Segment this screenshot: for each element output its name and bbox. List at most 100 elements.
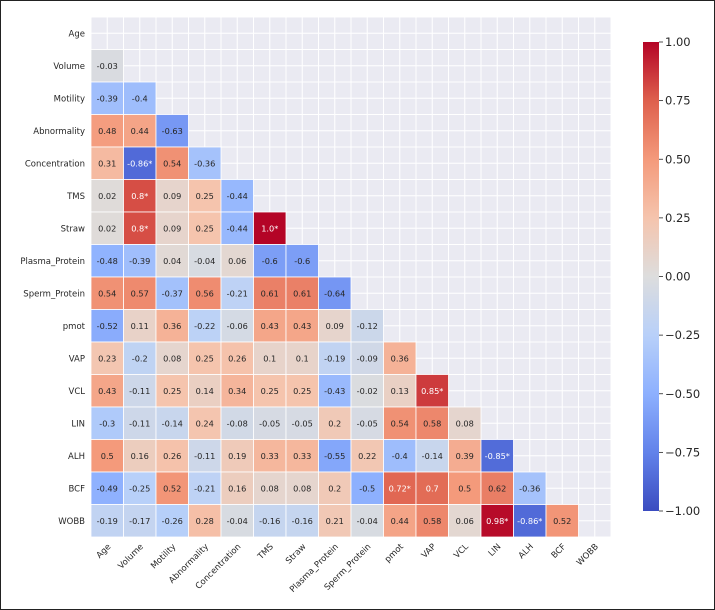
cell-WOBB-VCL — [448, 504, 482, 538]
cell-value-label: 0.54 — [163, 158, 181, 168]
cell-ALH-Age — [90, 439, 124, 473]
heatmap-cell: 0.2 — [318, 471, 352, 505]
cell-BCF-Abnormality — [188, 471, 222, 505]
heatmap-cell: 0.52 — [155, 471, 189, 505]
cell-value-label: 0.8* — [131, 191, 148, 201]
heatmap-cell: -0.21 — [220, 276, 254, 310]
cell-LIN-Straw — [285, 406, 319, 440]
cell-value-label: -0.21 — [194, 483, 215, 493]
cell-WOBB-Abnormality — [188, 504, 222, 538]
cell-value-label: 0.52 — [163, 483, 181, 493]
cell-value-label: 0.54 — [391, 418, 409, 428]
cell-VAP-Volume — [123, 341, 157, 375]
cell-Sperm_Protein-Concentration — [220, 276, 254, 310]
colorbar-tick-label: 0.75 — [665, 94, 691, 108]
cell-Straw-Volume — [123, 211, 157, 245]
heatmap-cell: 0.56 — [188, 276, 222, 310]
heatmap-cell: 0.09 — [155, 211, 189, 245]
heatmap-cell: -0.55 — [318, 439, 352, 473]
heatmap-cell: 0.36 — [155, 309, 189, 343]
cell-value-label: -0.11 — [129, 386, 150, 396]
cell-value-label: -0.09 — [357, 353, 378, 363]
cell-value-label: -0.4 — [392, 451, 408, 461]
cell-value-label: -0.85* — [485, 451, 510, 461]
cell-value-label: 0.5 — [101, 451, 114, 461]
heatmap-cell: 0.43 — [253, 309, 287, 343]
heatmap-cell: -0.11 — [188, 439, 222, 473]
cell-value-label: -0.05 — [292, 418, 313, 428]
cell-value-label: 0.22 — [358, 451, 376, 461]
heatmap-cell: 0.19 — [220, 439, 254, 473]
y-tick-label: Straw — [61, 224, 85, 234]
cell-value-label: -0.05 — [357, 418, 378, 428]
cell-VAP-pmot — [383, 341, 417, 375]
cell-value-label: -0.06 — [227, 321, 248, 331]
cell-value-label: 0.21 — [326, 516, 344, 526]
heatmap-cell: 0.25 — [285, 374, 319, 408]
heatmap-cell: -0.37 — [155, 276, 189, 310]
cell-value-label: -0.6 — [262, 256, 278, 266]
cell-VAP-Abnormality — [188, 341, 222, 375]
heatmap-cell: -0.05 — [285, 406, 319, 440]
cell-Concentration-Motility — [155, 146, 189, 180]
cell-Plasma_Protein-Concentration — [220, 244, 254, 278]
cell-value-label: 0.33 — [261, 451, 279, 461]
cell-WOBB-TMS — [253, 504, 287, 538]
heatmap-cell: 0.54 — [383, 406, 417, 440]
x-tick-label: Straw — [284, 542, 308, 566]
cell-TMS-Motility — [155, 179, 189, 213]
heatmap-cell: -0.43 — [318, 374, 352, 408]
cell-value-label: 0.39 — [456, 451, 474, 461]
cell-ALH-Straw — [285, 439, 319, 473]
heatmap-cell: 0.04 — [155, 244, 189, 278]
heatmap-cell: 0.34 — [220, 374, 254, 408]
cell-value-label: -0.39 — [97, 93, 118, 103]
colorbar-tick-label: −0.75 — [665, 445, 700, 459]
heatmap-cell: 0.61 — [253, 276, 287, 310]
heatmap-cell: 0.26 — [220, 341, 254, 375]
heatmap-cell: -0.11 — [123, 374, 157, 408]
cell-value-label: 0.62 — [488, 483, 506, 493]
cell-VCL-Straw — [285, 374, 319, 408]
x-tick-label: Motility — [149, 542, 178, 571]
cell-WOBB-Age — [90, 504, 124, 538]
heatmap-cell: 0.08 — [285, 471, 319, 505]
colorbar: 1.00 0.75 0.50 0.25 0.00 −0.25 −0.50 −0.75 −1.00 — [643, 35, 700, 518]
cell-value-label: -0.52 — [97, 321, 118, 331]
y-tick-label: BCF — [68, 484, 85, 494]
cell-value-label: 0.98* — [486, 516, 508, 526]
heatmap-cell: 0.24 — [188, 406, 222, 440]
heatmap-cell: -0.86* — [123, 146, 157, 180]
heatmap-cell: -0.6 — [253, 244, 287, 278]
cell-WOBB-Motility — [155, 504, 189, 538]
cell-value-label: -0.04 — [227, 516, 248, 526]
cell-VAP-Sperm_Protein — [350, 341, 384, 375]
heatmap-cell: 0.08 — [448, 406, 482, 440]
cell-LIN-TMS — [253, 406, 287, 440]
heatmap-cell: 0.31 — [90, 146, 124, 180]
heatmap-cell: -0.14 — [155, 406, 189, 440]
heatmap-cell: 0.44 — [123, 114, 157, 148]
cell-WOBB-VAP — [415, 504, 449, 538]
heatmap-cell: -0.03 — [90, 49, 124, 83]
heatmap-cell: -0.4 — [383, 439, 417, 473]
heatmap-cell: -0.16 — [253, 504, 287, 538]
heatmap-cell: 0.62 — [480, 471, 514, 505]
cell-value-label: -0.04 — [357, 516, 378, 526]
cell-Plasma_Protein-Straw — [285, 244, 319, 278]
cell-pmot-Sperm_Protein — [350, 309, 384, 343]
colorbar-gradient — [643, 42, 659, 511]
heatmap-cell: 0.13 — [383, 374, 417, 408]
cell-Motility-Volume — [123, 81, 157, 115]
cell-value-label: -0.49 — [97, 483, 118, 493]
x-tick-label: Volume — [116, 542, 145, 571]
cell-value-label: 0.61 — [293, 288, 311, 298]
heatmap-cell: 0.25 — [188, 341, 222, 375]
cell-BCF-VAP — [415, 471, 449, 505]
cell-value-label: -0.48 — [97, 256, 118, 266]
cell-VCL-Abnormality — [188, 374, 222, 408]
heatmap-cell: 0.7 — [415, 471, 449, 505]
heatmap-cell: -0.39 — [123, 244, 157, 278]
heatmap-cell: 0.33 — [285, 439, 319, 473]
